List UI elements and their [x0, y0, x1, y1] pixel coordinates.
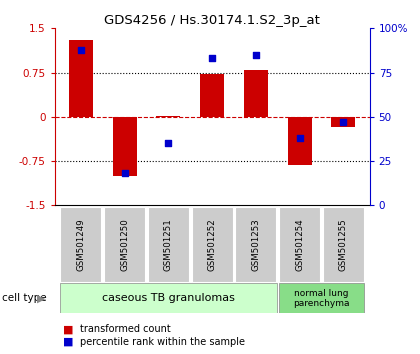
- Point: [209, 56, 215, 61]
- Point: [296, 135, 303, 141]
- Bar: [60, 283, 277, 313]
- Text: ▶: ▶: [37, 293, 45, 303]
- Bar: [69, 40, 93, 117]
- Text: normal lung
parenchyma: normal lung parenchyma: [293, 289, 350, 308]
- Bar: [279, 207, 320, 282]
- Text: cell type: cell type: [2, 293, 47, 303]
- Text: GSM501254: GSM501254: [295, 218, 304, 271]
- Bar: [60, 207, 101, 282]
- Text: ■: ■: [63, 337, 74, 347]
- Bar: [156, 116, 180, 117]
- Text: percentile rank within the sample: percentile rank within the sample: [80, 337, 245, 347]
- Text: GSM501255: GSM501255: [339, 218, 348, 271]
- Bar: [148, 207, 189, 282]
- Bar: [235, 207, 276, 282]
- Text: GSM501253: GSM501253: [251, 218, 260, 271]
- Point: [340, 119, 347, 125]
- Point: [121, 171, 128, 176]
- Point: [165, 141, 172, 146]
- Title: GDS4256 / Hs.30174.1.S2_3p_at: GDS4256 / Hs.30174.1.S2_3p_at: [104, 14, 320, 27]
- Bar: [244, 70, 268, 117]
- Bar: [323, 207, 364, 282]
- Bar: [104, 207, 145, 282]
- Text: GSM501251: GSM501251: [164, 218, 173, 271]
- Text: ■: ■: [63, 324, 74, 334]
- Bar: [278, 283, 365, 313]
- Text: GSM501249: GSM501249: [76, 218, 85, 270]
- Text: GSM501250: GSM501250: [120, 218, 129, 271]
- Bar: [192, 207, 233, 282]
- Text: GSM501252: GSM501252: [207, 218, 217, 271]
- Bar: [113, 117, 136, 176]
- Point: [77, 47, 84, 52]
- Point: [252, 52, 259, 58]
- Text: transformed count: transformed count: [80, 324, 171, 334]
- Text: caseous TB granulomas: caseous TB granulomas: [102, 293, 235, 303]
- Bar: [331, 117, 355, 127]
- Bar: [200, 74, 224, 117]
- Bar: [288, 117, 312, 165]
